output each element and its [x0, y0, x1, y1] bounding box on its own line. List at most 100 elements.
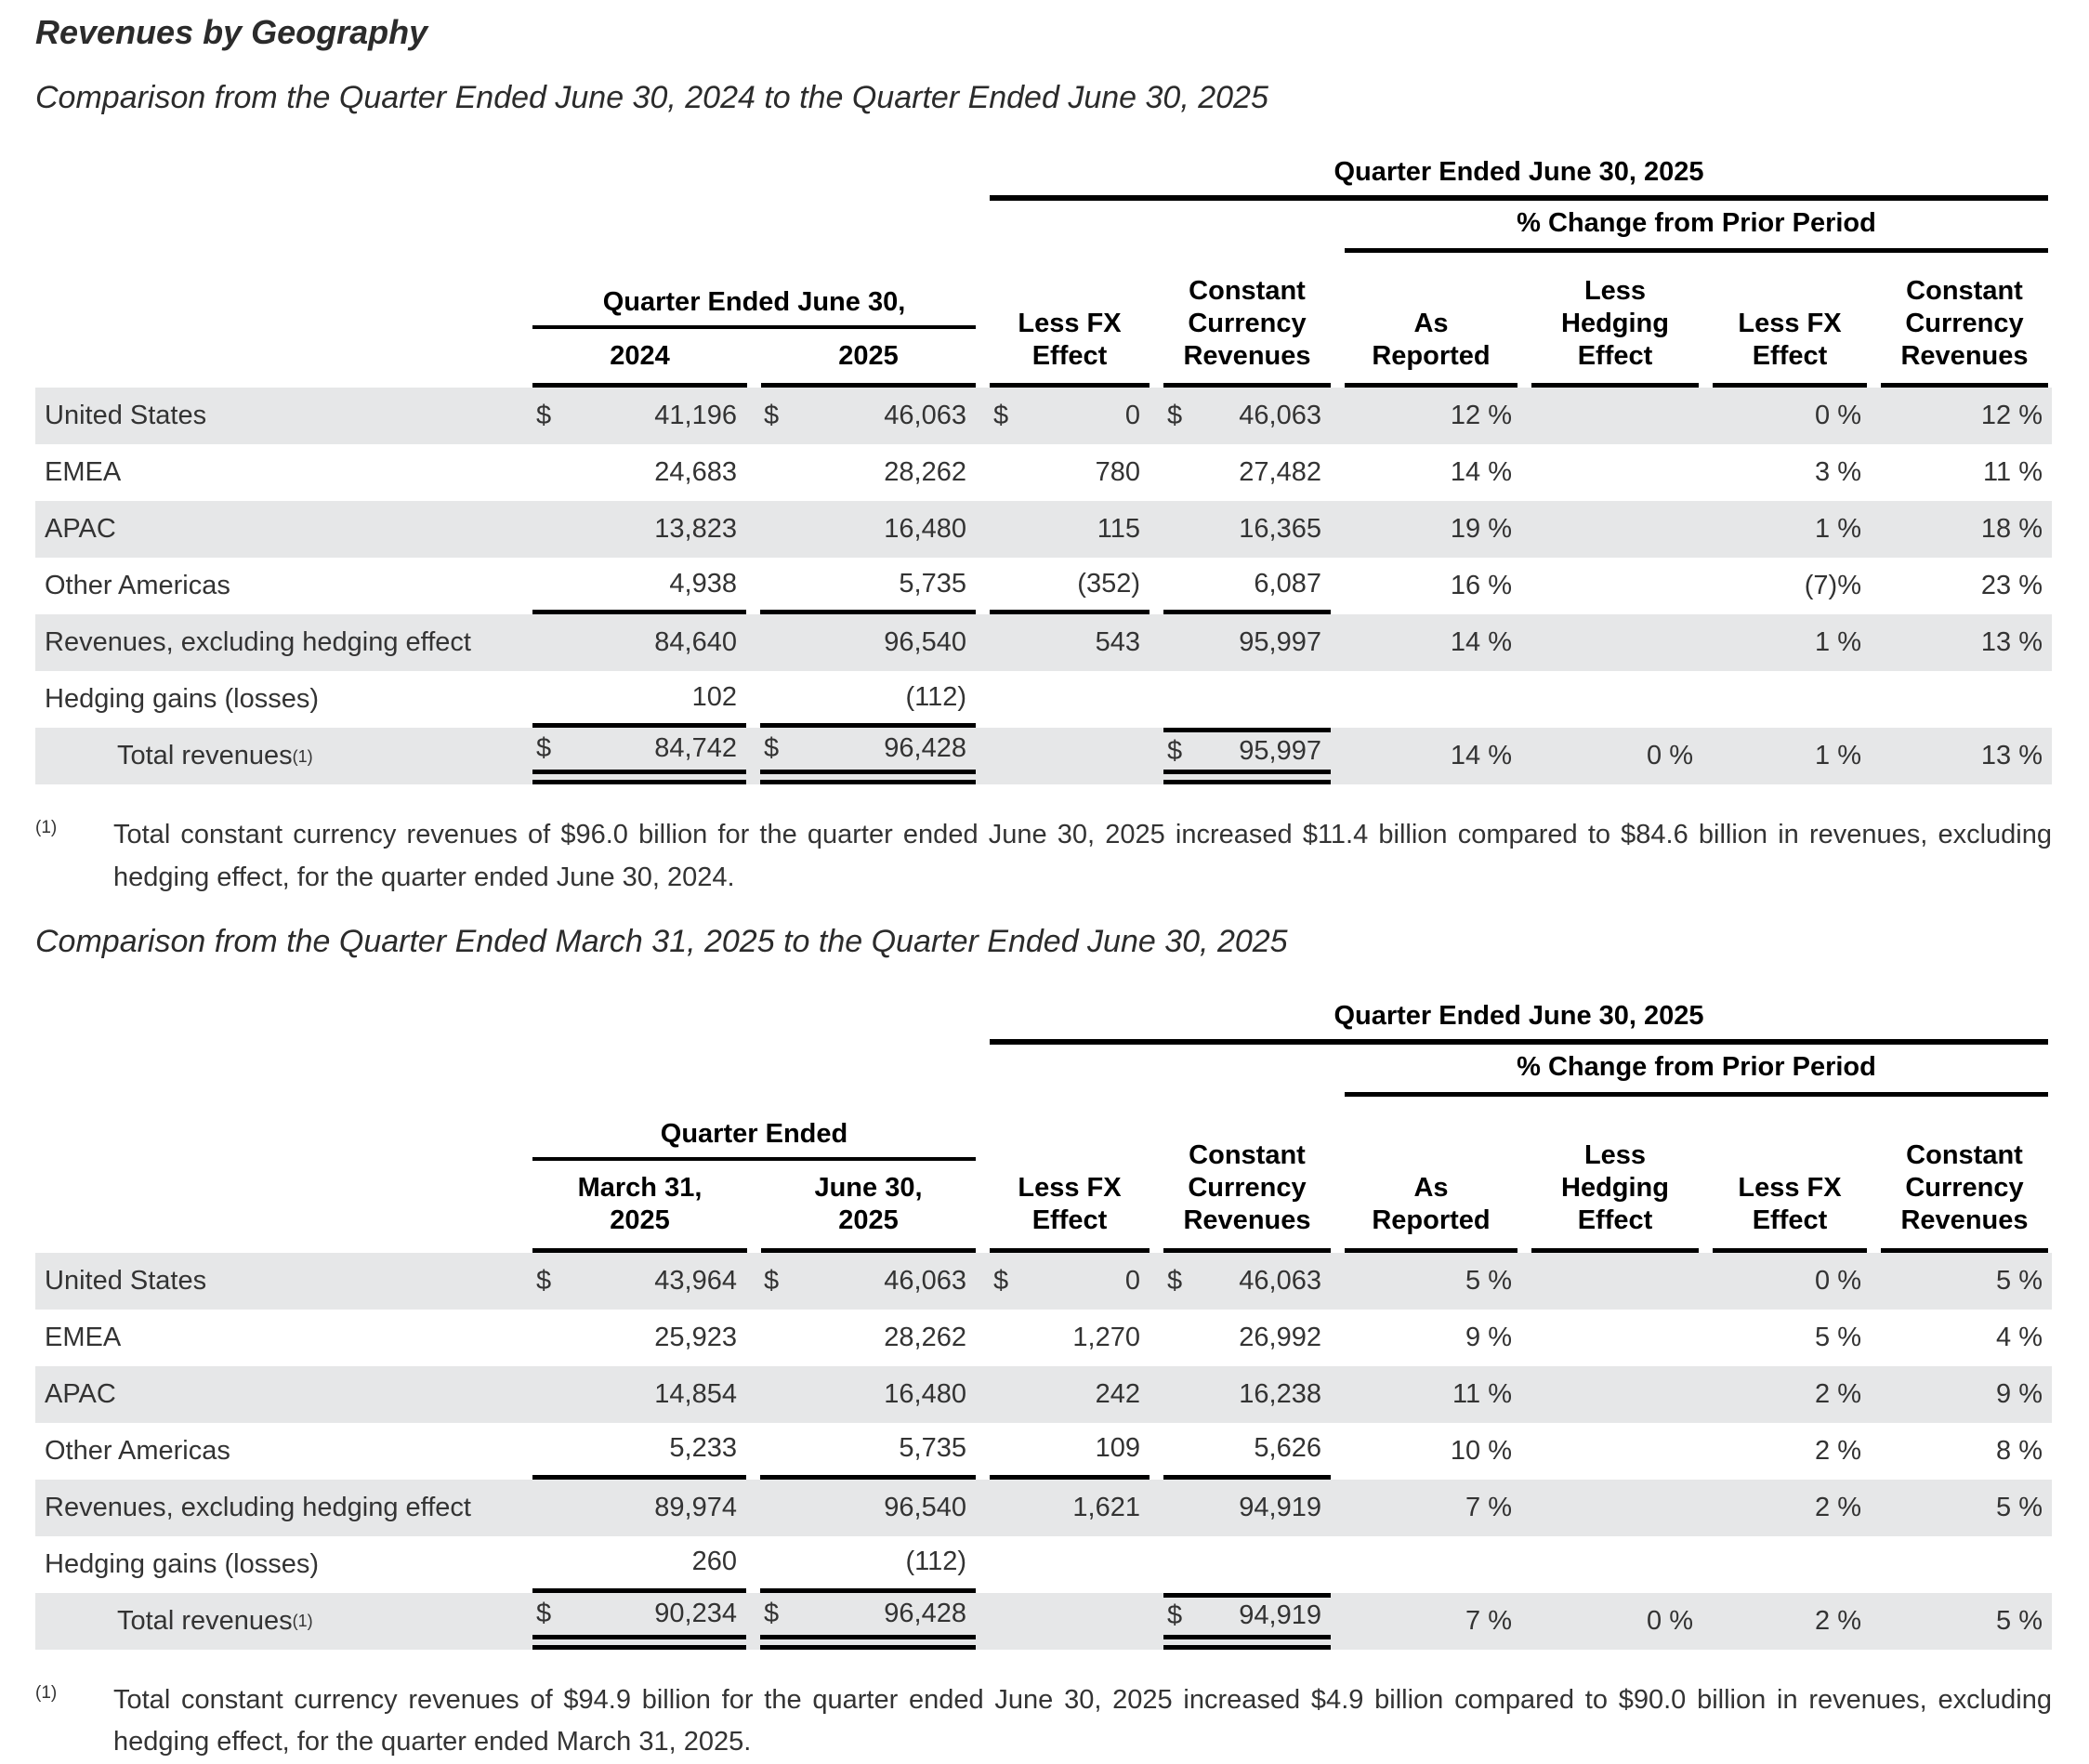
pct-cell — [1881, 1536, 2048, 1593]
money-cell: $0 — [993, 1265, 1140, 1296]
quarter-span-header: Quarter Ended June 30, 2025 — [990, 1001, 2048, 1046]
pct-cell: 12 % — [1980, 401, 2043, 431]
money-cell: 5,626 — [1163, 1423, 1331, 1480]
pct-cell: 2 % — [1815, 1378, 1861, 1409]
pct-cell — [1531, 444, 1699, 501]
pct-cell: 3 % — [1815, 457, 1861, 488]
pct-cell — [1531, 1423, 1699, 1480]
money-cell: 24,683 — [654, 457, 737, 488]
pct-cell: 12 % — [1450, 401, 1512, 431]
money-cell: 13,823 — [654, 514, 737, 545]
row-label: United States — [45, 401, 207, 431]
money-cell: 96,540 — [884, 1492, 966, 1522]
money-cell — [990, 728, 1150, 784]
pct-cell: 14 % — [1450, 457, 1512, 488]
money-cell: 27,482 — [1239, 457, 1321, 488]
row-label: EMEA — [45, 1322, 122, 1352]
pct-cell: 18 % — [1980, 514, 2043, 545]
section-yoy-comparison: Comparison from the Quarter Ended June 3… — [35, 80, 2052, 900]
table-row: Revenues, excluding hedging effect 89,974… — [35, 1479, 2052, 1536]
pct-cell: 7 % — [1465, 1605, 1512, 1636]
pct-cell: 11 % — [1983, 457, 2043, 488]
table-header-span-row: Quarter Ended June 30, 2025 — [35, 1001, 2052, 1046]
pct-cell — [1531, 614, 1699, 671]
table-row: APAC 13,823 16,480 115 16,365 19 % 1 % 18 % — [35, 501, 2052, 559]
money-cell: 95,997 — [1239, 627, 1321, 658]
row-label: Revenues, excluding hedging effect — [45, 1492, 471, 1522]
col-header-less-hedging: Less Hedging Effect — [1531, 275, 1699, 388]
money-cell: 109 — [990, 1423, 1150, 1480]
pct-cell — [1531, 558, 1699, 614]
period-group-title: Quarter Ended June 30, — [532, 287, 976, 329]
table-row: United States $43,964 $46,063 $0 $46,063 5 % 0… — [35, 1252, 2052, 1310]
pct-cell — [1531, 671, 1699, 728]
money-cell: 16,480 — [884, 514, 966, 545]
col-header-as-reported: As Reported — [1345, 1172, 1517, 1253]
money-cell: (112) — [760, 1536, 976, 1593]
money-cell: 260 — [532, 1536, 746, 1593]
row-label: United States — [45, 1265, 207, 1296]
money-cell: 115 — [1097, 514, 1140, 545]
money-cell: $84,742 — [532, 728, 746, 785]
section-qoq-comparison: Comparison from the Quarter Ended March … — [35, 924, 2052, 1764]
footnote: (1) Total constant currency revenues of … — [35, 814, 2052, 900]
col-header-constant-currency: Constant Currency Revenues — [1163, 275, 1331, 388]
footnote-text: Total constant currency revenues of $96.… — [113, 820, 2052, 893]
money-cell: $96,428 — [760, 728, 976, 785]
table-row: APAC 14,854 16,480 242 16,238 11 % 2 % 9 % — [35, 1365, 2052, 1423]
row-label: Total revenues (1) — [117, 741, 313, 771]
col-header-constant-currency-pct: Constant Currency Revenues — [1881, 275, 2048, 388]
row-label: Other Americas — [45, 1435, 230, 1466]
table-row: Other Americas 4,938 5,735 (352) 6,087 16 % (7… — [35, 558, 2052, 615]
pct-cell: 14 % — [1450, 741, 1512, 771]
table-body: United States $43,964 $46,063 $0 $46,063 5 % 0… — [35, 1252, 2052, 1650]
pct-cell: 1 % — [1815, 741, 1861, 771]
col-header-less-hedging: Less Hedging Effect — [1531, 1139, 1699, 1253]
money-cell: $46,063 — [1167, 401, 1321, 431]
col-header-constant-currency-pct: Constant Currency Revenues — [1881, 1139, 2048, 1253]
period-column-group: Quarter Ended June 30, 2024 2025 — [532, 287, 976, 388]
footnote-marker: (1) — [35, 1682, 58, 1703]
revenue-table-yoy: Quarter Ended June 30, 2025 % Change fro… — [35, 157, 2052, 785]
col-header-less-fx: Less FX Effect — [990, 1172, 1150, 1253]
pct-cell: 5 % — [1996, 1492, 2043, 1522]
period-col-header: March 31, 2025 — [532, 1172, 747, 1253]
pct-cell — [1345, 671, 1517, 728]
pct-cell: 19 % — [1450, 514, 1512, 545]
table-row: Hedging gains (losses) 102 (112) — [35, 671, 2052, 729]
money-cell: $41,196 — [536, 401, 737, 431]
pct-cell: 11 % — [1452, 1378, 1512, 1409]
money-cell: 94,919 — [1239, 1492, 1321, 1522]
pct-cell — [1713, 1536, 1867, 1593]
pct-cell: 23 % — [1980, 571, 2043, 601]
table-header-pct-row: % Change from Prior Period — [35, 208, 2052, 253]
row-label: Revenues, excluding hedging effect — [45, 627, 471, 658]
money-cell: (352) — [990, 558, 1150, 615]
pct-cell: 9 % — [1465, 1322, 1512, 1352]
money-cell — [990, 1593, 1150, 1650]
pct-cell: 5 % — [1996, 1265, 2043, 1296]
table-row: Other Americas 5,233 5,735 109 5,626 10 % 2 % 8… — [35, 1423, 2052, 1480]
money-cell: 1,270 — [1072, 1322, 1140, 1352]
money-cell: $95,997 — [1163, 728, 1331, 785]
pct-cell — [1531, 388, 1699, 444]
row-label: EMEA — [45, 457, 122, 488]
money-cell: 96,540 — [884, 627, 966, 658]
money-cell: 26,992 — [1239, 1322, 1321, 1352]
footnote-text: Total constant currency revenues of $94.… — [113, 1684, 2052, 1757]
pct-cell — [1713, 671, 1867, 728]
table-row: Revenues, excluding hedging effect 84,640… — [35, 614, 2052, 672]
pct-cell: 10 % — [1450, 1435, 1512, 1466]
pct-cell: 5 % — [1996, 1605, 2043, 1636]
pct-cell: 4 % — [1996, 1322, 2043, 1352]
money-cell: 4,938 — [532, 558, 746, 615]
pct-cell: 0 % — [1815, 401, 1861, 431]
money-cell: 16,365 — [1239, 514, 1321, 545]
pct-cell: 5 % — [1815, 1322, 1861, 1352]
pct-cell: 7 % — [1465, 1492, 1512, 1522]
pct-change-header: % Change from Prior Period — [1345, 208, 2048, 253]
row-label: Other Americas — [45, 571, 230, 601]
row-label: Total revenues (1) — [117, 1605, 313, 1636]
money-cell: 25,923 — [654, 1322, 737, 1352]
money-cell: 780 — [1095, 457, 1140, 488]
